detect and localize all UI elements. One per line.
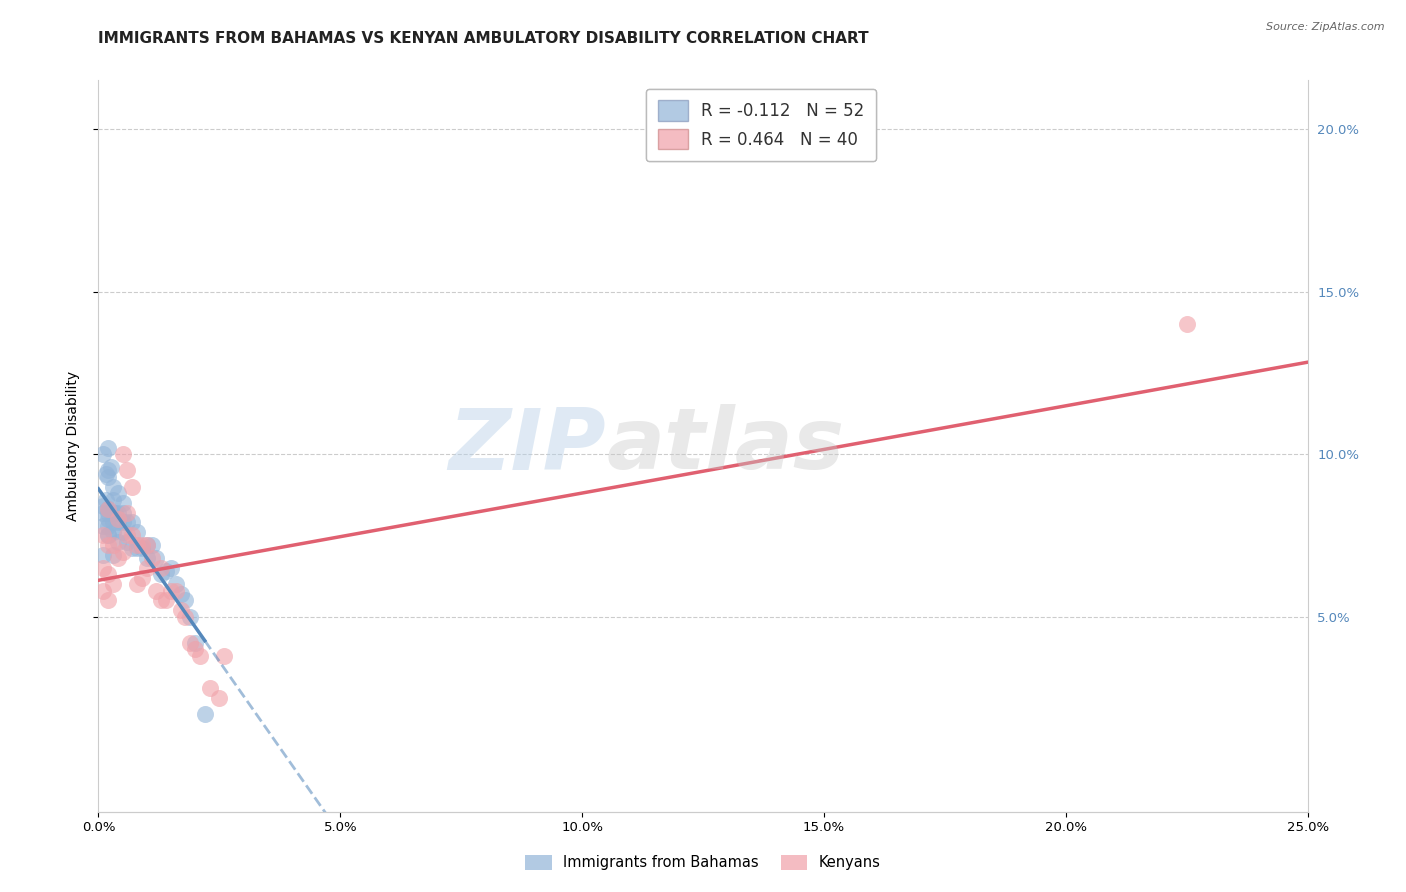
Point (141, 551, 163, 566)
Point (94, 467, 117, 481)
Point (100, 460, 122, 475)
Point (97, 502, 120, 516)
Point (131, 538, 153, 552)
Point (97, 593, 120, 607)
Point (107, 506, 129, 520)
Point (145, 583, 167, 598)
Point (165, 577, 187, 591)
Point (101, 548, 124, 562)
Text: ZIP: ZIP (449, 404, 606, 488)
Point (117, 506, 139, 520)
Point (97, 506, 120, 520)
Point (94, 492, 117, 507)
Point (107, 551, 129, 566)
Point (111, 525, 134, 540)
Point (121, 528, 143, 542)
Point (179, 635, 201, 649)
Point (165, 583, 187, 598)
Point (127, 577, 149, 591)
Point (1175, 317, 1198, 331)
Point (174, 593, 197, 607)
Point (101, 525, 124, 540)
Point (97, 528, 120, 542)
Point (101, 577, 124, 591)
Point (97, 528, 120, 542)
Point (91, 548, 114, 562)
Point (101, 538, 124, 552)
Point (169, 587, 191, 601)
Point (111, 506, 134, 520)
Point (121, 480, 143, 494)
Text: IMMIGRANTS FROM BAHAMAS VS KENYAN AMBULATORY DISABILITY CORRELATION CHART: IMMIGRANTS FROM BAHAMAS VS KENYAN AMBULA… (98, 31, 869, 46)
Point (91, 583, 114, 598)
Point (107, 512, 129, 526)
Point (160, 561, 183, 575)
Point (160, 583, 183, 598)
Point (97, 502, 120, 516)
Point (111, 447, 134, 461)
Point (91, 447, 114, 461)
Point (208, 690, 231, 705)
Point (135, 538, 157, 552)
Point (127, 541, 149, 556)
Point (141, 538, 163, 552)
Legend: R = -0.112   N = 52, R = 0.464   N = 40: R = -0.112 N = 52, R = 0.464 N = 40 (647, 88, 876, 161)
Point (117, 535, 139, 549)
Point (188, 648, 211, 663)
Point (97, 538, 120, 552)
Point (117, 528, 139, 542)
Point (97, 512, 120, 526)
Point (194, 707, 217, 722)
Point (150, 593, 173, 607)
Point (179, 609, 201, 624)
Point (91, 561, 114, 575)
Y-axis label: Ambulatory Disability: Ambulatory Disability (66, 371, 80, 521)
Point (121, 516, 143, 530)
Point (212, 648, 235, 663)
Point (150, 567, 173, 582)
Point (127, 525, 149, 540)
Point (184, 635, 207, 649)
Point (135, 551, 157, 566)
Point (101, 516, 124, 530)
Point (169, 603, 191, 617)
Point (107, 516, 129, 530)
Point (155, 593, 177, 607)
Text: atlas: atlas (606, 404, 845, 488)
Point (97, 567, 120, 582)
Point (127, 538, 149, 552)
Point (104, 506, 127, 520)
Point (101, 492, 124, 507)
Point (91, 518, 114, 533)
Point (174, 609, 197, 624)
Point (117, 463, 139, 477)
Point (135, 538, 157, 552)
Point (107, 535, 129, 549)
Point (111, 516, 134, 530)
Point (91, 499, 114, 513)
Point (91, 528, 114, 542)
Point (101, 480, 124, 494)
Point (111, 544, 134, 558)
Point (121, 541, 143, 556)
Point (131, 571, 153, 585)
Point (117, 516, 139, 530)
Point (107, 486, 129, 500)
Text: Source: ZipAtlas.com: Source: ZipAtlas.com (1267, 22, 1385, 32)
Point (150, 561, 173, 575)
Point (145, 551, 167, 566)
Point (155, 564, 177, 578)
Point (198, 681, 221, 696)
Point (97, 441, 120, 455)
Point (135, 561, 157, 575)
Point (111, 496, 134, 510)
Point (91, 506, 114, 520)
Point (97, 470, 120, 484)
Point (131, 541, 153, 556)
Legend: Immigrants from Bahamas, Kenyans: Immigrants from Bahamas, Kenyans (520, 848, 886, 876)
Point (184, 642, 207, 657)
Point (97, 463, 120, 477)
Point (101, 506, 124, 520)
Point (97, 518, 120, 533)
